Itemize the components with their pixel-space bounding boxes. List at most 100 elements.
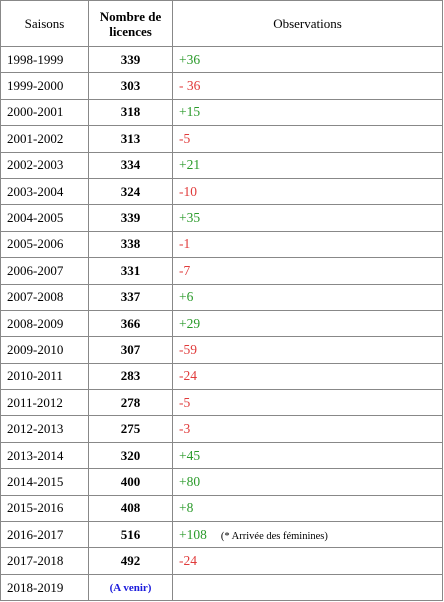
- observation-cell: +15: [172, 98, 443, 127]
- table-row: 2000-2001 318 +15: [0, 98, 443, 127]
- table-row: 2002-2003 334 +21: [0, 151, 443, 179]
- season-cell: 2011-2012: [0, 389, 89, 417]
- season-cell: 2018-2019: [0, 573, 89, 602]
- observation-value: - 36: [179, 78, 201, 94]
- season-cell: 2013-2014: [0, 441, 89, 470]
- licences-cell: 338: [88, 230, 173, 259]
- licences-cell: 283: [88, 362, 173, 391]
- licences-cell: 303: [88, 72, 173, 100]
- season-cell: 2000-2001: [0, 98, 89, 127]
- licences-cell: 492: [88, 547, 173, 575]
- season-cell: 2004-2005: [0, 204, 89, 232]
- observation-cell: +45: [172, 441, 443, 470]
- observation-cell: -5: [172, 125, 443, 153]
- observation-cell: -3: [172, 415, 443, 443]
- table-body: 1998-1999 339 +36 1999-2000 303- 36 2000-2001…: [0, 45, 443, 602]
- observation-cell: +29: [172, 309, 443, 338]
- table-row: 2013-2014 320 +45: [0, 441, 443, 470]
- observation-value: +35: [179, 210, 201, 226]
- observation-value: +6: [179, 289, 194, 305]
- licences-cell: 320: [88, 441, 173, 470]
- observation-cell: [172, 573, 443, 602]
- table-row: 2010-2011 283 -24: [0, 362, 443, 391]
- licences-cell: 318: [88, 98, 173, 127]
- season-cell: 2012-2013: [0, 415, 89, 443]
- observation-value: -7: [179, 262, 191, 278]
- header-cell: Saisons: [0, 0, 89, 47]
- observation-value: +36: [179, 51, 201, 67]
- season-cell: 2017-2018: [0, 547, 89, 575]
- table-row: 2009-2010 307 -59: [0, 336, 443, 364]
- licences-cell: 366: [88, 309, 173, 338]
- season-cell: 2001-2002: [0, 125, 89, 153]
- licences-cell: 307: [88, 336, 173, 364]
- observation-cell: - 36: [172, 72, 443, 100]
- table-row: 2012-2013 275 -3: [0, 415, 443, 443]
- licences-cell: 516: [88, 521, 173, 549]
- season-cell: 2006-2007: [0, 257, 89, 285]
- licences-cell: 339: [88, 204, 173, 232]
- table-row: 2003-2004 324 -10: [0, 177, 443, 206]
- table-row: 1999-2000 303 - 36: [0, 72, 443, 100]
- licences-cell: 331: [88, 257, 173, 285]
- table-row: 2015-2016 408 +8: [0, 494, 443, 523]
- table-header: Saisons Nombre de licences Observations: [0, 0, 443, 47]
- header-cell: Observations: [172, 0, 443, 47]
- licences-cell: 278: [88, 389, 173, 417]
- table-row: 2014-2015 400 +80: [0, 468, 443, 496]
- licences-cell: 337: [88, 283, 173, 311]
- observation-value: +80: [179, 473, 201, 489]
- licences-cell: 334: [88, 151, 173, 179]
- table-row: 2007-2008 337 +6: [0, 283, 443, 311]
- observation-value: +108: [179, 526, 207, 542]
- season-cell: 2008-2009: [0, 309, 89, 338]
- table-row: 2008-2009 366 +29: [0, 309, 443, 338]
- season-cell: 1998-1999: [0, 45, 89, 74]
- observation-cell: +35: [172, 204, 443, 232]
- table-row: 2017-2018 492 -24: [0, 547, 443, 575]
- table-row: 2016-2017 516 +108 (* Arrivée des féminines…: [0, 521, 443, 549]
- observation-value: -5: [179, 394, 191, 410]
- observation-value: -1: [179, 236, 191, 252]
- observation-cell: -5: [172, 389, 443, 417]
- season-cell: 2009-2010: [0, 336, 89, 364]
- licences-cell: 339: [88, 45, 173, 74]
- observation-value: -24: [179, 368, 197, 384]
- observation-value: +8: [179, 500, 194, 516]
- season-cell: 2005-2006: [0, 230, 89, 259]
- licences-cell: 408: [88, 494, 173, 523]
- header-row: Saisons Nombre de licences Observations: [0, 0, 443, 47]
- licences-cell: 275: [88, 415, 173, 443]
- observation-cell: +36: [172, 45, 443, 74]
- observation-cell: -24: [172, 547, 443, 575]
- observation-cell: +108 (* Arrivée des féminines): [172, 521, 443, 549]
- observation-value: +21: [179, 157, 201, 173]
- licences-cell: 400: [88, 468, 173, 496]
- table-row: 2004-2005 339 +35: [0, 204, 443, 232]
- observation-cell: -7: [172, 257, 443, 285]
- season-cell: 2002-2003: [0, 151, 89, 179]
- observation-value: -59: [179, 341, 197, 357]
- observation-note: (* Arrivée des féminines): [220, 530, 328, 542]
- observation-cell: -10: [172, 177, 443, 206]
- season-cell: 2003-2004: [0, 177, 89, 206]
- observation-cell: -1: [172, 230, 443, 259]
- table-row: 1998-1999 339 +36: [0, 45, 443, 74]
- observation-value: -10: [179, 183, 197, 199]
- observation-cell: -24: [172, 362, 443, 391]
- season-cell: 2010-2011: [0, 362, 89, 391]
- season-cell: 2015-2016: [0, 494, 89, 523]
- licences-cell: 324: [88, 177, 173, 206]
- observation-cell: +21: [172, 151, 443, 179]
- licences-cell: (A venir): [88, 573, 173, 602]
- observation-cell: +80: [172, 468, 443, 496]
- table-row: 2018-2019 (A venir): [0, 573, 443, 602]
- table-row: 2005-2006 338 -1: [0, 230, 443, 259]
- table-row: 2006-2007 331 -7: [0, 257, 443, 285]
- season-cell: 2014-2015: [0, 468, 89, 496]
- season-cell: 2016-2017: [0, 521, 89, 549]
- licences-cell: 313: [88, 125, 173, 153]
- observation-cell: -59: [172, 336, 443, 364]
